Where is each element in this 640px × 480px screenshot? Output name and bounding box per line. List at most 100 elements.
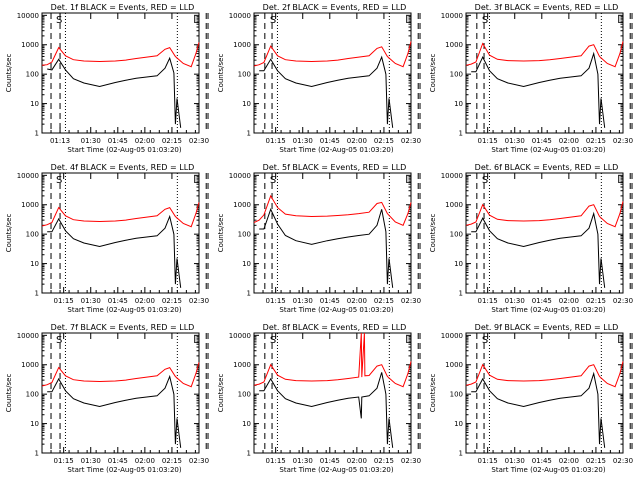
x-axis-label: Start Time (02-Aug-05 01:03:20) xyxy=(491,146,605,154)
events-series-line xyxy=(471,211,606,288)
y-tick-label: 10 xyxy=(454,260,463,268)
x-tick-label: 02:15 xyxy=(586,457,606,465)
x-tick-label: 02:00 xyxy=(347,137,367,145)
x-tick-label: 02:15 xyxy=(162,297,182,305)
x-tick-label: 02:00 xyxy=(135,457,155,465)
marker-label: S xyxy=(56,15,62,26)
y-axis-label: Counts/sec xyxy=(5,214,13,253)
x-tick-label: 01:30 xyxy=(81,137,101,145)
y-tick-label: 1000 xyxy=(445,201,463,209)
x-tick-label: 01:45 xyxy=(108,297,128,305)
y-tick-label: 1000 xyxy=(445,41,463,49)
y-axis-label: Counts/sec xyxy=(5,374,13,413)
y-axis-label: Counts/sec xyxy=(217,374,225,413)
lld-series-line xyxy=(465,361,624,388)
y-tick-label: 10000 xyxy=(441,172,463,180)
events-series-line xyxy=(471,371,606,448)
x-tick-label: 01:15 xyxy=(266,457,286,465)
x-tick-label: 01:15 xyxy=(266,137,286,145)
y-tick-label: 1 xyxy=(459,130,463,138)
marker-label: L xyxy=(193,175,199,186)
panel-title: Det. 8f BLACK = Events, RED = LLD xyxy=(263,323,407,332)
marker-label: S xyxy=(56,175,62,186)
x-tick-label: 02:30 xyxy=(613,297,633,305)
plot-frame xyxy=(41,12,200,134)
lld-series-line xyxy=(465,201,624,228)
y-tick-label: 10 xyxy=(30,100,39,108)
marker-label: S xyxy=(270,15,276,26)
panel-4: Det. 4f BLACK = Events, RED = LLD 1 10 100 1… xyxy=(5,163,209,314)
x-tick-label: 01:15 xyxy=(478,457,498,465)
x-tick-label: 02:00 xyxy=(347,297,367,305)
y-tick-label: 1 xyxy=(247,290,251,298)
y-tick-label: 10000 xyxy=(441,332,463,340)
panel-title: Det. 3f BLACK = Events, RED = LLD xyxy=(475,3,619,12)
lld-series-line xyxy=(41,202,200,228)
x-tick-label: 01:45 xyxy=(320,457,340,465)
x-tick-label: 02:00 xyxy=(559,297,579,305)
y-tick-label: 1000 xyxy=(233,41,251,49)
x-tick-label: 01:45 xyxy=(532,297,552,305)
y-tick-label: 10 xyxy=(242,260,251,268)
y-tick-label: 1 xyxy=(247,450,251,458)
plot-frame xyxy=(41,172,200,294)
y-tick-label: 100 xyxy=(26,71,39,79)
y-tick-label: 1000 xyxy=(233,201,251,209)
x-axis-label: Start Time (02-Aug-05 01:03:20) xyxy=(279,466,393,474)
lld-series-line xyxy=(465,41,624,68)
x-tick-label: 02:30 xyxy=(613,457,633,465)
y-tick-label: 100 xyxy=(26,391,39,399)
plot-frame xyxy=(253,172,412,294)
x-tick-label: 01:30 xyxy=(505,457,525,465)
x-tick-label: 02:30 xyxy=(613,137,633,145)
x-tick-label: 02:00 xyxy=(559,137,579,145)
y-tick-label: 1000 xyxy=(445,361,463,369)
x-tick-label: 01:15 xyxy=(54,457,74,465)
y-tick-label: 1000 xyxy=(21,41,39,49)
y-tick-label: 10 xyxy=(242,420,251,428)
marker-label: L xyxy=(405,15,411,26)
marker-label: L xyxy=(405,175,411,186)
marker-label: L xyxy=(617,335,623,346)
lld-series-line xyxy=(41,362,200,388)
x-tick-label: 02:00 xyxy=(135,137,155,145)
y-tick-label: 100 xyxy=(450,71,463,79)
marker-label: L xyxy=(193,335,199,346)
x-axis-label: Start Time (02-Aug-05 01:03:20) xyxy=(491,306,605,314)
y-tick-label: 1 xyxy=(35,450,39,458)
x-axis-label: Start Time (02-Aug-05 01:03:20) xyxy=(279,306,393,314)
plot-frame xyxy=(253,332,412,454)
y-tick-label: 1 xyxy=(35,130,39,138)
y-tick-label: 100 xyxy=(238,231,251,239)
y-tick-label: 100 xyxy=(26,231,39,239)
plot-frame xyxy=(465,12,624,134)
x-tick-label: 01:13 xyxy=(50,137,70,145)
y-tick-label: 10 xyxy=(454,420,463,428)
x-axis-label: Start Time (02-Aug-05 01:03:20) xyxy=(67,146,181,154)
x-tick-label: 02:15 xyxy=(374,457,394,465)
x-tick-label: 01:30 xyxy=(81,297,101,305)
y-tick-label: 1 xyxy=(459,290,463,298)
y-tick-label: 10000 xyxy=(229,172,251,180)
x-tick-label: 01:30 xyxy=(81,457,101,465)
x-axis-label: Start Time (02-Aug-05 01:03:20) xyxy=(67,306,181,314)
marker-label: S xyxy=(482,175,488,186)
y-axis-label: Counts/sec xyxy=(429,54,437,93)
marker-label: S xyxy=(482,335,488,346)
events-series-line xyxy=(259,207,394,288)
panel-title: Det. 1f BLACK = Events, RED = LLD xyxy=(51,3,195,12)
events-series-line xyxy=(47,56,182,128)
x-axis-label: Start Time (02-Aug-05 01:03:20) xyxy=(491,466,605,474)
events-series-line xyxy=(259,372,394,448)
x-tick-label: 02:15 xyxy=(162,457,182,465)
x-tick-label: 02:30 xyxy=(401,137,421,145)
panel-title: Det. 2f BLACK = Events, RED = LLD xyxy=(263,3,407,12)
x-tick-label: 02:15 xyxy=(586,297,606,305)
events-series-line xyxy=(471,51,606,128)
y-tick-label: 100 xyxy=(238,71,251,79)
x-tick-label: 02:00 xyxy=(347,457,367,465)
y-tick-label: 100 xyxy=(450,231,463,239)
x-tick-label: 02:30 xyxy=(189,297,209,305)
y-tick-label: 10 xyxy=(454,100,463,108)
